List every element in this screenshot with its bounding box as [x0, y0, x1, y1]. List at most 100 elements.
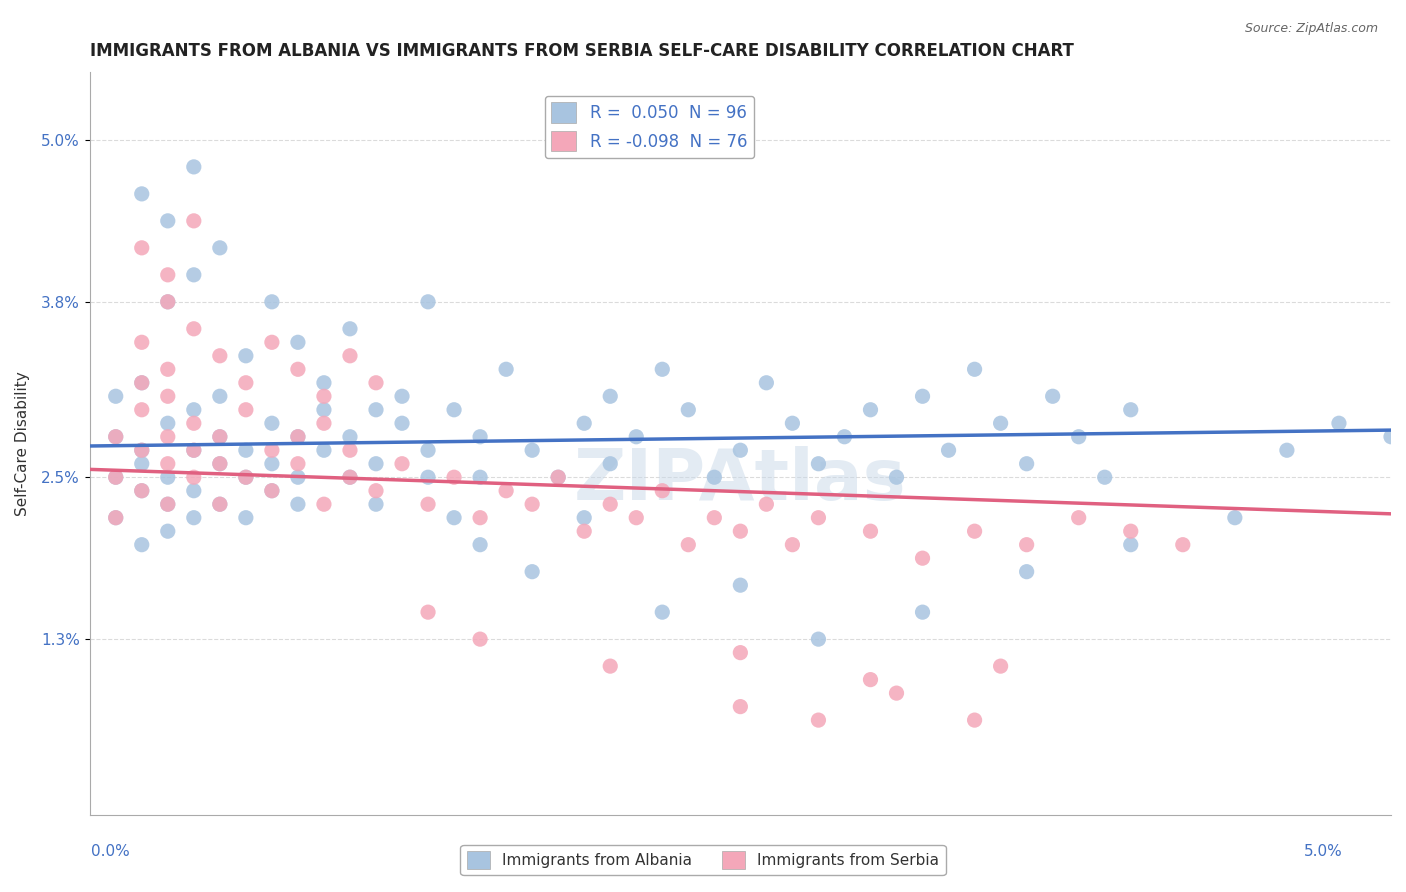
- Point: [104, 430, 127, 444]
- Point: [339, 322, 361, 336]
- Point: [1171, 538, 1194, 552]
- Point: [208, 497, 231, 511]
- Point: [574, 510, 596, 524]
- Point: [364, 376, 387, 390]
- Point: [287, 335, 309, 350]
- Point: [183, 268, 205, 282]
- Point: [260, 483, 283, 498]
- Point: [730, 443, 752, 458]
- Point: [287, 430, 309, 444]
- Point: [807, 457, 830, 471]
- Point: [131, 483, 153, 498]
- Point: [911, 551, 934, 566]
- Point: [963, 362, 986, 376]
- Point: [1042, 389, 1064, 403]
- Point: [807, 632, 830, 647]
- Point: [626, 430, 648, 444]
- Point: [235, 470, 257, 484]
- Point: [312, 497, 335, 511]
- Point: [599, 497, 621, 511]
- Point: [287, 470, 309, 484]
- Point: [364, 402, 387, 417]
- Point: [208, 457, 231, 471]
- Point: [911, 605, 934, 619]
- Point: [131, 443, 153, 458]
- Point: [364, 457, 387, 471]
- Point: [703, 470, 725, 484]
- Point: [131, 443, 153, 458]
- Point: [651, 605, 673, 619]
- Point: [183, 483, 205, 498]
- Point: [156, 294, 179, 309]
- Point: [416, 605, 439, 619]
- Point: [183, 443, 205, 458]
- Point: [520, 497, 543, 511]
- Point: [235, 470, 257, 484]
- Point: [312, 402, 335, 417]
- Point: [574, 524, 596, 539]
- Point: [208, 349, 231, 363]
- Point: [1223, 510, 1246, 524]
- Point: [1119, 538, 1142, 552]
- Point: [312, 376, 335, 390]
- Y-axis label: Self-Care Disability: Self-Care Disability: [15, 371, 30, 516]
- Point: [156, 497, 179, 511]
- Point: [495, 483, 517, 498]
- Point: [156, 362, 179, 376]
- Point: [730, 646, 752, 660]
- Point: [104, 510, 127, 524]
- Point: [468, 430, 491, 444]
- Point: [208, 430, 231, 444]
- Point: [339, 470, 361, 484]
- Point: [651, 483, 673, 498]
- Point: [364, 483, 387, 498]
- Point: [859, 402, 882, 417]
- Point: [183, 416, 205, 430]
- Text: IMMIGRANTS FROM ALBANIA VS IMMIGRANTS FROM SERBIA SELF-CARE DISABILITY CORRELATI: IMMIGRANTS FROM ALBANIA VS IMMIGRANTS FR…: [90, 42, 1074, 60]
- Point: [104, 389, 127, 403]
- Point: [547, 470, 569, 484]
- Point: [730, 524, 752, 539]
- Point: [782, 538, 804, 552]
- Point: [156, 389, 179, 403]
- Point: [235, 402, 257, 417]
- Point: [183, 402, 205, 417]
- Point: [1119, 402, 1142, 417]
- Point: [574, 416, 596, 430]
- Point: [287, 362, 309, 376]
- Point: [599, 659, 621, 673]
- Point: [339, 349, 361, 363]
- Point: [678, 402, 700, 417]
- Point: [703, 510, 725, 524]
- Point: [1015, 538, 1038, 552]
- Point: [183, 322, 205, 336]
- Point: [1119, 524, 1142, 539]
- Point: [312, 443, 335, 458]
- Text: 5.0%: 5.0%: [1303, 845, 1343, 859]
- Point: [1275, 443, 1298, 458]
- Point: [260, 457, 283, 471]
- Point: [260, 443, 283, 458]
- Point: [183, 510, 205, 524]
- Point: [730, 699, 752, 714]
- Point: [468, 632, 491, 647]
- Point: [599, 457, 621, 471]
- Point: [443, 470, 465, 484]
- Point: [208, 389, 231, 403]
- Point: [755, 376, 778, 390]
- Point: [260, 335, 283, 350]
- Point: [391, 457, 413, 471]
- Point: [183, 470, 205, 484]
- Legend: R =  0.050  N = 96, R = -0.098  N = 76: R = 0.050 N = 96, R = -0.098 N = 76: [544, 95, 754, 158]
- Point: [260, 294, 283, 309]
- Point: [416, 470, 439, 484]
- Point: [260, 416, 283, 430]
- Point: [443, 402, 465, 417]
- Point: [104, 470, 127, 484]
- Point: [938, 443, 960, 458]
- Point: [520, 443, 543, 458]
- Point: [235, 443, 257, 458]
- Point: [104, 470, 127, 484]
- Point: [1067, 510, 1090, 524]
- Point: [416, 497, 439, 511]
